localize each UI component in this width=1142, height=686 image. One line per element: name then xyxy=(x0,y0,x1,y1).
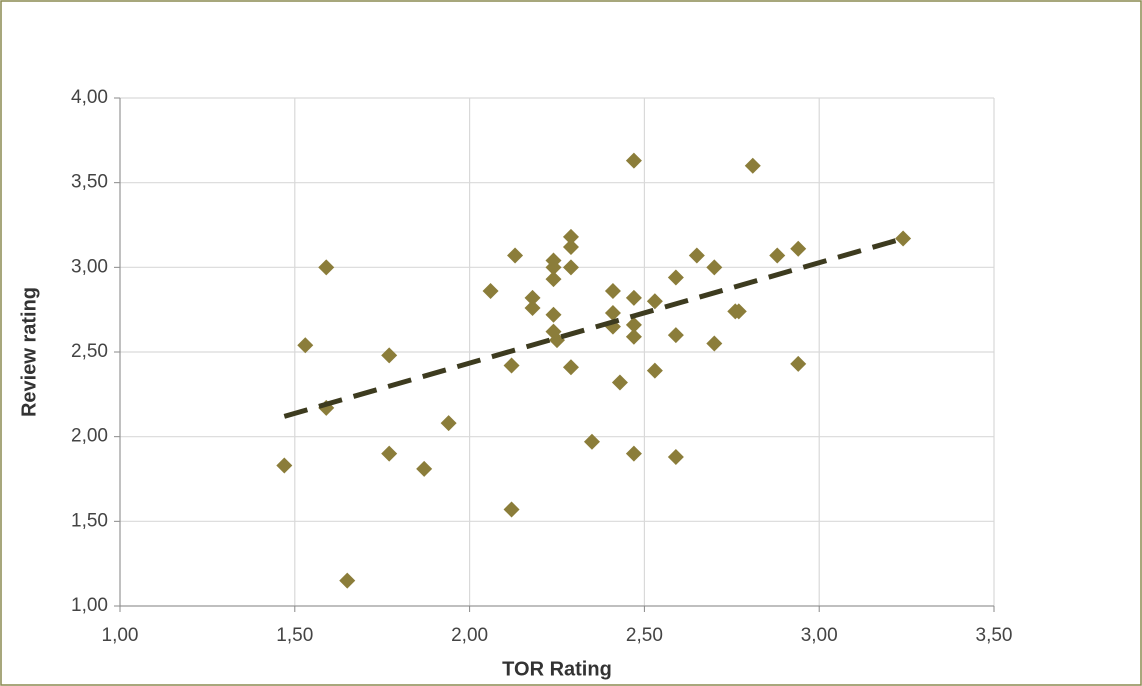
point xyxy=(503,357,520,374)
x-tick-label: 3,00 xyxy=(801,625,838,646)
point xyxy=(625,316,642,333)
point xyxy=(646,293,663,310)
point xyxy=(604,283,621,300)
point xyxy=(790,240,807,257)
y-tick-label: 2,50 xyxy=(71,341,108,362)
x-tick-label: 2,50 xyxy=(626,625,663,646)
point xyxy=(339,572,356,589)
point xyxy=(706,335,723,352)
point xyxy=(297,337,314,354)
point xyxy=(667,327,684,344)
point xyxy=(562,239,579,256)
y-axis-title: Review rating xyxy=(18,287,40,417)
point xyxy=(611,374,628,391)
point xyxy=(895,230,912,247)
x-tick-label: 1,50 xyxy=(276,625,313,646)
point xyxy=(276,457,293,474)
point xyxy=(503,501,520,518)
point xyxy=(667,448,684,465)
point xyxy=(790,355,807,372)
y-tick-label: 1,00 xyxy=(71,595,108,616)
x-tick-label: 1,00 xyxy=(102,625,139,646)
point xyxy=(416,460,433,477)
point xyxy=(667,269,684,286)
y-tick-label: 3,50 xyxy=(71,172,108,193)
point xyxy=(381,445,398,462)
point xyxy=(625,328,642,345)
point xyxy=(562,259,579,276)
point xyxy=(545,259,562,276)
point xyxy=(545,271,562,288)
point xyxy=(583,433,600,450)
point xyxy=(625,289,642,306)
point xyxy=(381,347,398,364)
point xyxy=(507,247,524,264)
point xyxy=(562,359,579,376)
x-tick-label: 2,00 xyxy=(451,625,488,646)
x-axis-title: TOR Rating xyxy=(502,658,612,680)
point xyxy=(562,228,579,245)
point xyxy=(769,247,786,264)
point xyxy=(646,362,663,379)
point xyxy=(440,415,457,432)
y-tick-label: 2,00 xyxy=(71,426,108,447)
point xyxy=(524,289,541,306)
point xyxy=(482,283,499,300)
y-tick-label: 1,50 xyxy=(71,510,108,531)
point xyxy=(604,305,621,322)
point xyxy=(744,157,761,174)
point xyxy=(706,259,723,276)
point xyxy=(318,259,335,276)
y-tick-label: 4,00 xyxy=(71,87,108,108)
point xyxy=(730,303,747,320)
point xyxy=(688,247,705,264)
point xyxy=(545,306,562,323)
y-tick-label: 3,00 xyxy=(71,256,108,277)
point xyxy=(625,152,642,169)
point xyxy=(625,445,642,462)
point xyxy=(524,299,541,316)
x-tick-label: 3,50 xyxy=(976,625,1013,646)
